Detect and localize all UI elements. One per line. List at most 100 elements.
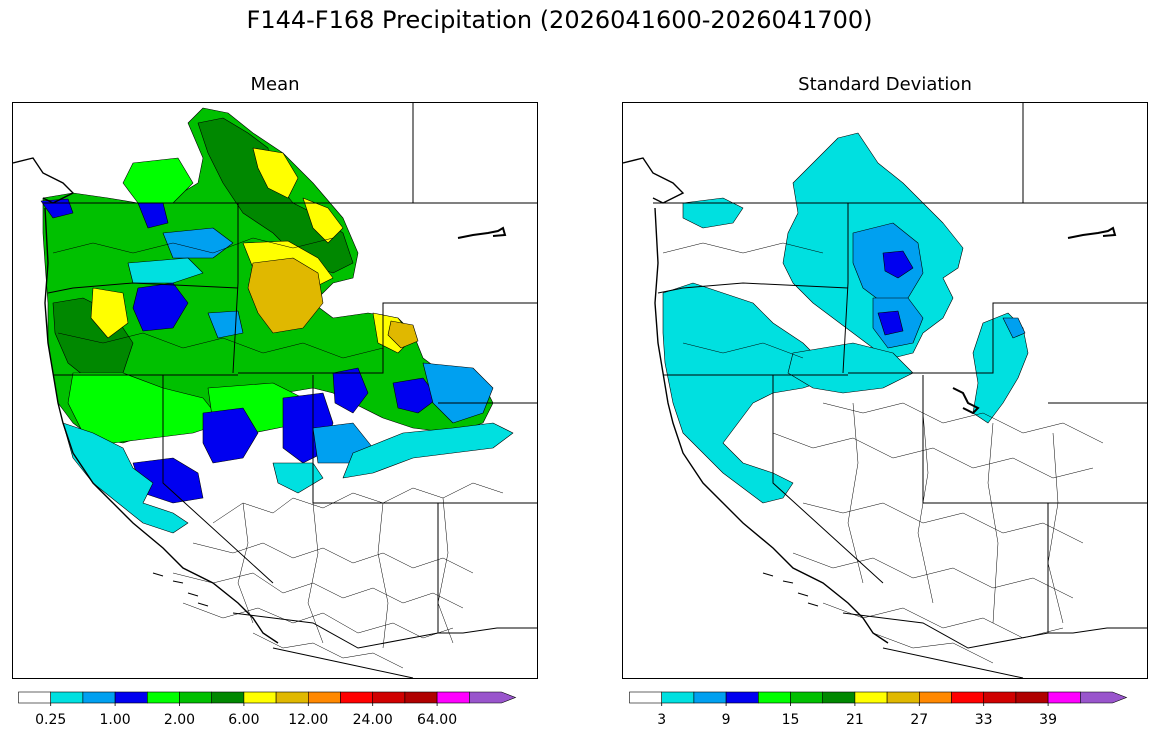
std-border-mexico	[882, 647, 1024, 678]
colorbar-0-swatch-7	[243, 691, 277, 704]
mean-colorbar	[18, 690, 533, 706]
std-border-co	[923, 402, 1147, 504]
colorbar-0-swatch-0	[18, 691, 52, 704]
mean-lake-icon	[457, 226, 507, 239]
std-border-nv	[772, 375, 884, 584]
mean-border-co	[313, 402, 537, 504]
mean-region-cyan-mid	[272, 462, 324, 494]
mean-basin-lines-7	[52, 237, 384, 359]
std-region-cyan-mid	[787, 342, 914, 394]
mean-region-ltblue-east	[422, 362, 494, 424]
colorbar-1-tick-label: 15	[781, 712, 800, 728]
std-border-wa-or	[657, 282, 849, 294]
colorbar-0-swatch-10	[340, 691, 374, 704]
mean-colorbar-svg	[18, 691, 517, 706]
colorbar-0-tick-label: 6.00	[228, 712, 260, 728]
colorbar-1-swatch-6	[822, 691, 856, 704]
mean-border-mexico	[272, 647, 414, 678]
std-basin-lines-4	[847, 402, 1064, 624]
colorbar-0-swatch-13	[436, 691, 470, 704]
std-map[interactable]	[622, 102, 1148, 679]
colorbar-0-swatch-11	[372, 691, 406, 704]
colorbar-1-swatch-12	[1015, 691, 1049, 704]
std-basin-lines-1	[772, 402, 1104, 479]
mean-panel-title: Mean	[250, 74, 300, 95]
mean-basin-lines-1	[212, 482, 504, 524]
std-panel-title: Standard Deviation	[798, 74, 972, 95]
mean-region-yellow-west	[90, 287, 129, 339]
mean-map-svg	[13, 103, 537, 678]
std-island-1	[762, 572, 819, 607]
mean-basin-lines-5	[252, 632, 404, 669]
mean-border-az-nm	[232, 503, 537, 649]
colorbar-0-swatch-4	[147, 691, 180, 704]
colorbar-0-swatch-5	[179, 691, 213, 704]
colorbar-1-swatch-11	[983, 691, 1017, 704]
std-lake-icon	[1067, 226, 1117, 239]
mean-border-nv	[162, 375, 274, 584]
mean-region-gold-center	[247, 257, 324, 334]
std-map-svg	[623, 103, 1147, 678]
colorbar-1-swatch-4	[758, 691, 791, 704]
mean-border-mt-wy	[238, 302, 537, 374]
std-region-blue-2	[877, 310, 904, 336]
colorbar-0-swatch-1	[50, 691, 84, 704]
std-region-cyan-west	[662, 282, 834, 504]
mean-region-ltblue-1	[162, 227, 234, 259]
std-border-id-east	[842, 203, 849, 374]
std-basin-lines-2	[792, 502, 1084, 599]
mean-border-id-east	[232, 203, 239, 374]
colorbar-0-swatch-3	[114, 691, 148, 704]
mean-map[interactable]	[12, 102, 538, 679]
colorbar-0-swatch-14	[468, 691, 517, 704]
mean-basin-lines-3	[172, 572, 464, 609]
colorbar-1-swatch-13	[1047, 691, 1081, 704]
std-border-az-nm	[842, 503, 1147, 649]
mean-region-cyan-1	[127, 257, 204, 284]
colorbar-0-swatch-2	[82, 691, 116, 704]
colorbar-1-tick-label: 27	[910, 712, 929, 728]
colorbar-1-swatch-7	[854, 691, 888, 704]
colorbar-0-swatch-12	[404, 691, 438, 704]
colorbar-1-swatch-5	[790, 691, 824, 704]
colorbar-1-tick-label: 3	[657, 712, 667, 728]
mean-region-ltblue-2	[207, 310, 244, 339]
colorbar-1-swatch-2	[693, 691, 727, 704]
std-region-blue-1	[882, 250, 914, 279]
mean-basin-lines-2	[192, 542, 474, 574]
std-basin-lines-5	[662, 242, 824, 359]
std-colorbar	[629, 690, 1144, 706]
colorbar-1-swatch-1	[661, 691, 695, 704]
colorbar-1-swatch-14	[1079, 691, 1128, 704]
mean-region-cyan-east	[342, 422, 514, 479]
colorbar-1-swatch-3	[725, 691, 759, 704]
colorbar-0-swatch-6	[211, 691, 245, 704]
mean-region-darkgreen-north	[197, 117, 354, 274]
colorbar-0-tick-label: 64.00	[417, 712, 458, 728]
colorbar-1-swatch-0	[629, 691, 663, 704]
mean-island-1	[152, 572, 209, 607]
colorbar-1-tick-label: 39	[1039, 712, 1058, 728]
std-border-mt-wy	[848, 302, 1147, 374]
colorbar-0-tick-label: 0.25	[35, 712, 67, 728]
colorbar-1-tick-label: 21	[845, 712, 864, 728]
mean-region-yellow-north	[252, 147, 299, 199]
mean-region-yellow-east	[302, 197, 344, 244]
mean-region-green-bright-2	[67, 372, 224, 444]
colorbar-1-swatch-8	[886, 691, 920, 704]
mean-border-wa-or	[47, 282, 239, 294]
colorbar-0-swatch-8	[275, 691, 309, 704]
mean-region-blue-east2	[392, 377, 439, 414]
colorbar-1-swatch-9	[918, 691, 952, 704]
mean-region-blue-south1	[202, 407, 259, 464]
colorbar-0-tick-label: 12.00	[288, 712, 329, 728]
figure-title: F144-F168 Precipitation (2026041600-2026…	[246, 6, 873, 34]
std-salt-lake-icon	[952, 387, 980, 415]
std-colorbar-svg	[629, 691, 1128, 706]
mean-region-blue-east1	[332, 367, 369, 414]
mean-region-gold-right	[387, 320, 419, 349]
std-region-cyan-nw	[682, 197, 744, 229]
colorbar-1-tick-label: 33	[974, 712, 993, 728]
colorbar-1-swatch-10	[951, 691, 985, 704]
colorbar-1-tick-label: 9	[721, 712, 731, 728]
